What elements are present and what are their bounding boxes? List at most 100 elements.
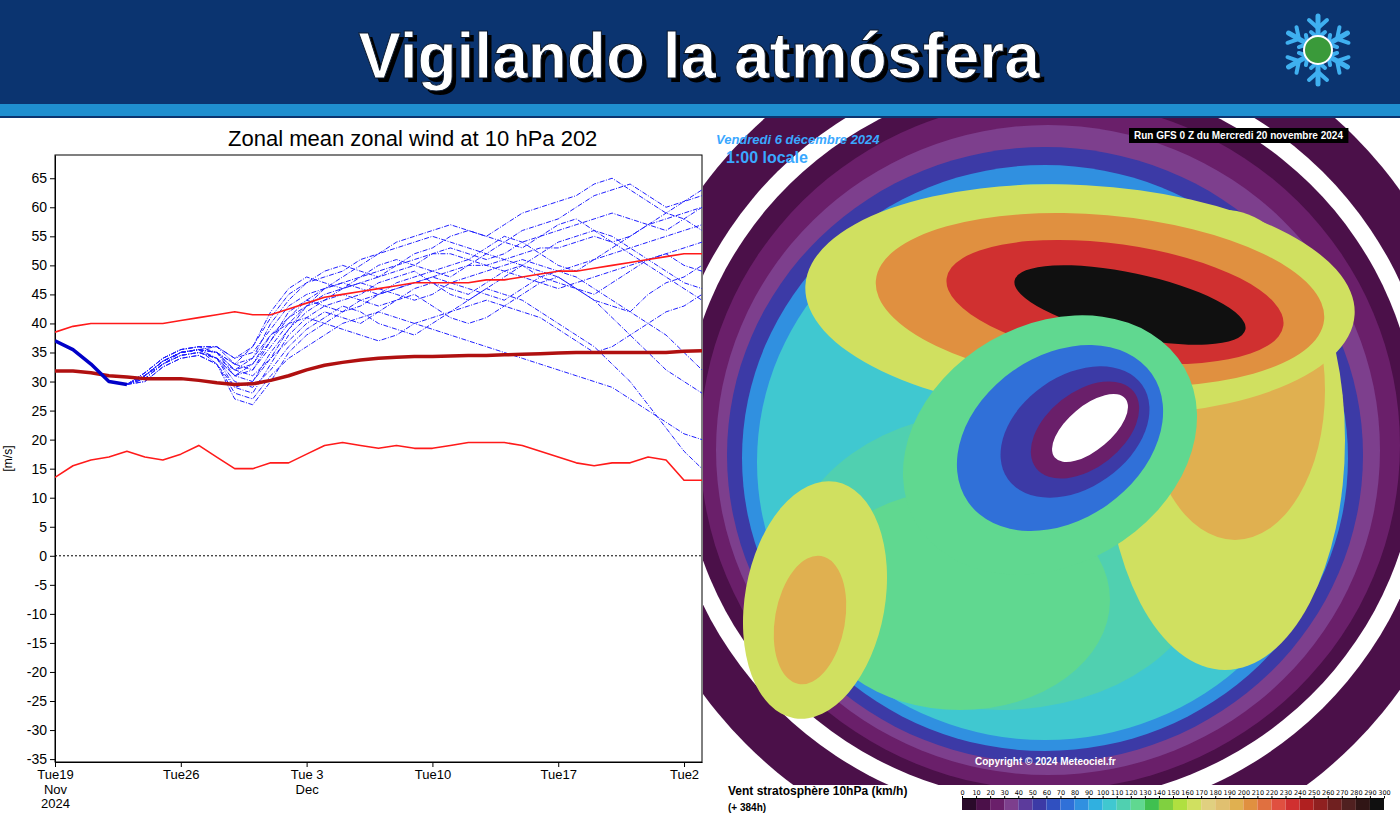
y-tick-mark bbox=[50, 352, 55, 353]
colorbar-cell bbox=[1117, 798, 1131, 810]
colorbar-tick: 10 bbox=[972, 789, 980, 798]
y-tick: -30 bbox=[27, 722, 55, 738]
x-tick-line: Tue19 bbox=[37, 767, 73, 782]
run-box bbox=[1129, 128, 1348, 143]
x-tick-label: Tue26 bbox=[163, 767, 199, 782]
x-tick-line: Tue10 bbox=[415, 767, 451, 782]
y-tick: 55 bbox=[31, 228, 55, 244]
x-tick: Tue19Nov2024 bbox=[37, 762, 73, 811]
colorbar-tick-label: 80 bbox=[1071, 789, 1079, 797]
colorbar-tick: 240 bbox=[1294, 789, 1306, 798]
x-tick-line: Nov bbox=[44, 782, 68, 797]
map-title: Vent stratosphère 10hPa (km/h) bbox=[728, 784, 907, 798]
map-panel: Vendredi 6 décembre 20241:00 localeRun G… bbox=[620, 10, 1400, 817]
colorbar-tick-label: 300 bbox=[1378, 789, 1390, 797]
colorbar-cell bbox=[1046, 798, 1060, 810]
x-tick-label: Tue2 bbox=[670, 767, 699, 782]
colorbar-tick: 30 bbox=[1001, 789, 1009, 798]
colorbar-tick: 270 bbox=[1336, 789, 1348, 798]
y-tick-label: -15 bbox=[27, 635, 47, 651]
x-tick: Tue 3Dec bbox=[291, 762, 324, 797]
y-tick: -25 bbox=[27, 693, 55, 709]
y-tick: 65 bbox=[31, 170, 55, 186]
y-tick-mark bbox=[50, 294, 55, 295]
y-tick: 20 bbox=[31, 432, 55, 448]
x-tick-line: Tue 3 bbox=[291, 767, 324, 782]
colorbar-tick: 90 bbox=[1085, 789, 1093, 798]
y-tick-mark bbox=[50, 759, 55, 760]
y-tick: 0 bbox=[39, 548, 55, 564]
wind-zone bbox=[703, 118, 1400, 785]
wind-zone bbox=[703, 118, 1400, 785]
y-tick-label: 5 bbox=[39, 519, 47, 535]
colorbar-tick-label: 150 bbox=[1167, 789, 1179, 797]
y-tick-mark bbox=[50, 614, 55, 615]
y-tick-label: 40 bbox=[31, 315, 47, 331]
x-tick-label: Tue19Nov2024 bbox=[37, 767, 73, 811]
colorbar-cell bbox=[1257, 798, 1271, 810]
colorbar-tick: 80 bbox=[1071, 789, 1079, 798]
header-line bbox=[0, 116, 1400, 118]
zero-line bbox=[55, 555, 702, 556]
colorbar-tick-label: 240 bbox=[1294, 789, 1306, 797]
series-line bbox=[127, 231, 702, 394]
colorbar-tick-label: 210 bbox=[1252, 789, 1264, 797]
plot-area bbox=[55, 178, 702, 556]
colorbar-tick: 0 bbox=[960, 789, 964, 798]
colorbar-tick-label: 120 bbox=[1125, 789, 1137, 797]
colorbar-cell bbox=[1314, 798, 1328, 810]
colorbar-tick: 250 bbox=[1308, 789, 1320, 798]
y-tick-mark bbox=[50, 411, 55, 412]
x-tick-label: Tue10 bbox=[415, 767, 451, 782]
x-tick-line: Tue17 bbox=[541, 767, 577, 782]
colorbar-cell bbox=[1271, 798, 1285, 810]
valid-time: 1:00 locale bbox=[726, 149, 808, 166]
y-tick: 15 bbox=[31, 461, 55, 477]
series-line bbox=[55, 351, 702, 385]
colorbar-tick: 110 bbox=[1111, 789, 1123, 798]
y-axis: -35-30-25-20-15-10-505101520253035404550… bbox=[27, 156, 56, 768]
y-tick-mark bbox=[50, 672, 55, 673]
wind-zone bbox=[703, 118, 1400, 785]
vortex-core bbox=[1041, 382, 1140, 475]
colorbar-cell bbox=[1159, 798, 1173, 810]
y-tick: -35 bbox=[27, 751, 55, 767]
plot-frame bbox=[55, 155, 702, 762]
x-tick-line: Tue2 bbox=[670, 767, 699, 782]
colorbar-tick: 170 bbox=[1195, 789, 1207, 798]
y-tick-mark bbox=[50, 585, 55, 586]
colorbar-tick: 280 bbox=[1350, 789, 1362, 798]
colorbar-tick-label: 270 bbox=[1336, 789, 1348, 797]
colorbar-tick-label: 160 bbox=[1181, 789, 1193, 797]
colorbar-cell bbox=[976, 798, 990, 810]
axis-line bbox=[55, 156, 56, 763]
colorbar-cell bbox=[1286, 798, 1300, 810]
page: Vigilando la atmósferaVigilando la atmós… bbox=[0, 0, 1400, 817]
colorbar-tick-label: 90 bbox=[1085, 789, 1093, 797]
colorbar-tick: 230 bbox=[1280, 789, 1292, 798]
colorbar-tick: 120 bbox=[1125, 789, 1137, 798]
y-tick-label: 55 bbox=[31, 228, 47, 244]
y-tick-mark bbox=[50, 701, 55, 702]
y-tick: -20 bbox=[27, 664, 55, 680]
y-tick-mark bbox=[50, 382, 55, 383]
y-tick-mark bbox=[50, 527, 55, 528]
y-tick-label: -30 bbox=[27, 722, 47, 738]
y-tick-label: 50 bbox=[31, 257, 47, 273]
y-tick: -5 bbox=[35, 577, 55, 593]
colorbar-tick: 160 bbox=[1181, 789, 1193, 798]
x-tick: Tue26 bbox=[163, 762, 199, 782]
y-tick: 30 bbox=[31, 374, 55, 390]
series-line bbox=[127, 242, 702, 384]
y-tick-label: 0 bbox=[39, 548, 47, 564]
y-tick-mark bbox=[50, 236, 55, 237]
x-tick: Tue2 bbox=[670, 762, 699, 782]
logo-centre bbox=[1304, 36, 1332, 64]
colorbar-tick-label: 220 bbox=[1266, 789, 1278, 797]
credit: Copyright © 2024 Meteociel.fr bbox=[975, 756, 1116, 767]
colorbar-tick: 300 bbox=[1378, 789, 1390, 798]
colorbar-tick-label: 40 bbox=[1015, 789, 1023, 797]
colorbar-tick: 20 bbox=[986, 789, 994, 798]
x-tick-line: Dec bbox=[296, 782, 320, 797]
y-tick-mark bbox=[50, 178, 55, 179]
